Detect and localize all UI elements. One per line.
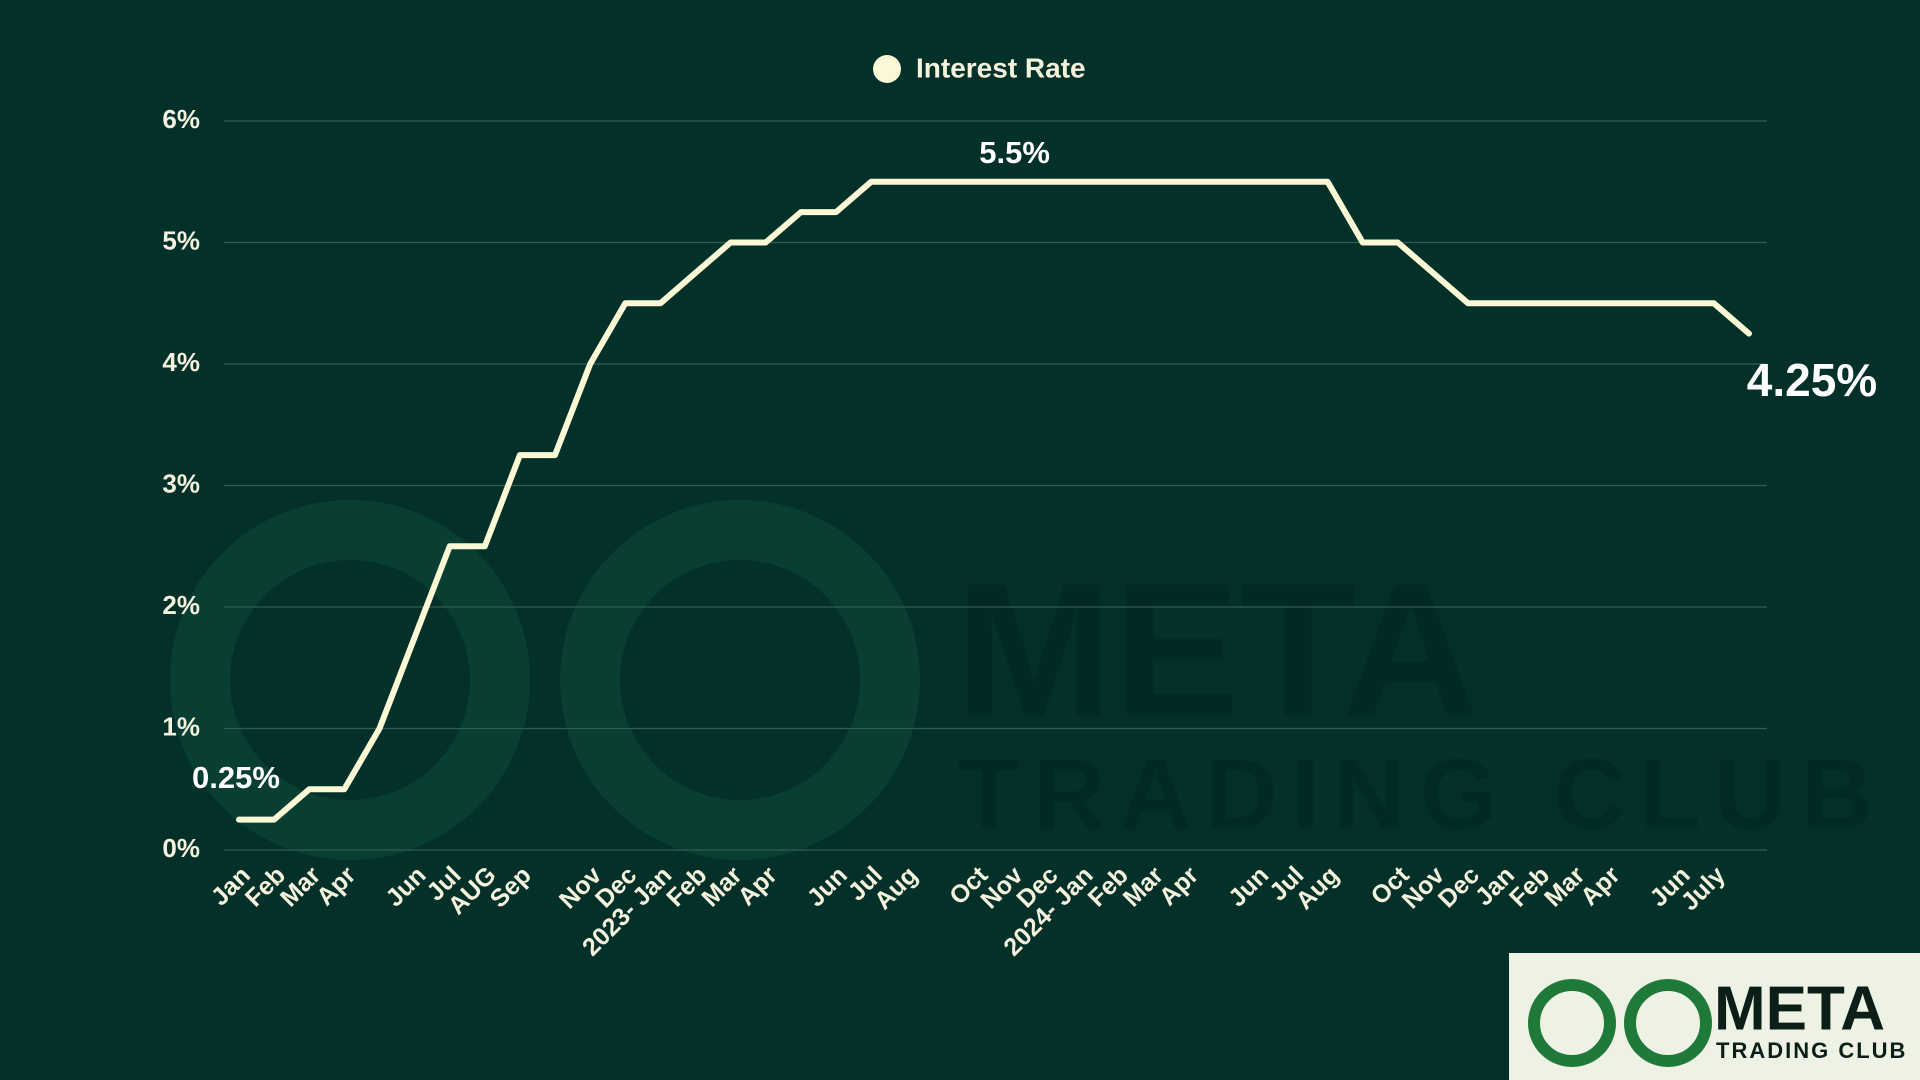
- y-tick-label: 2%: [162, 590, 200, 620]
- y-tick-label: 3%: [162, 468, 200, 498]
- y-tick-label: 5%: [162, 225, 200, 255]
- logo-ring: [1528, 979, 1616, 1067]
- line: [236, 178, 1752, 823]
- data-label: 5.5%: [979, 135, 1050, 170]
- watermark: META TRADING CLUB: [170, 500, 1887, 860]
- y-tick-label: 6%: [162, 104, 200, 134]
- logo-title: META: [1714, 974, 1885, 1043]
- logo: META TRADING CLUB: [1509, 953, 1920, 1080]
- data-label: 0.25%: [192, 760, 280, 795]
- y-tick-label: 0%: [162, 833, 200, 863]
- legend-label: Interest Rate: [916, 52, 1086, 83]
- logo-subtitle: TRADING CLUB: [1716, 1038, 1907, 1063]
- watermark-ring: [560, 500, 920, 860]
- watermark-title: META: [955, 544, 1479, 756]
- legend-swatch: [873, 55, 901, 83]
- watermark-subtitle: TRADING CLUB: [958, 738, 1887, 850]
- watermark-ring: [170, 500, 530, 860]
- data-label: 4.25%: [1747, 354, 1877, 406]
- logo-ring: [1624, 979, 1712, 1067]
- y-tick-label: 4%: [162, 347, 200, 377]
- y-tick-label: 1%: [162, 711, 200, 741]
